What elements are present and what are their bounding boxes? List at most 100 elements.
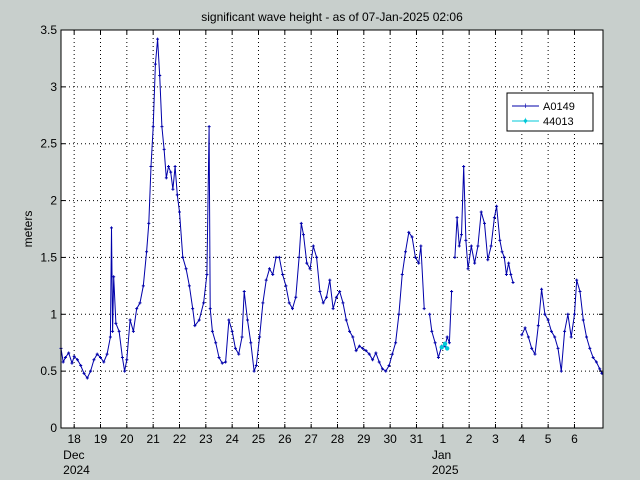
data-point [131, 329, 135, 333]
data-point [177, 210, 181, 214]
data-point [598, 367, 602, 371]
data-point [63, 355, 67, 359]
data-point [114, 321, 118, 325]
data-point [274, 255, 278, 259]
data-point [445, 335, 449, 339]
data-point [242, 290, 246, 294]
x-tick-label: 28 [331, 432, 345, 446]
data-point [422, 307, 426, 311]
data-point [453, 255, 457, 259]
data-point [197, 318, 201, 322]
data-point [495, 204, 499, 208]
data-point [387, 363, 391, 367]
data-point [184, 267, 188, 271]
data-point [112, 275, 116, 279]
data-point [374, 351, 378, 355]
x-tick-label: 27 [304, 432, 318, 446]
data-point [419, 244, 423, 248]
data-point [258, 335, 262, 339]
data-point [75, 358, 79, 362]
data-point [511, 280, 515, 284]
data-point [214, 341, 218, 345]
data-point [175, 193, 179, 197]
data-point [315, 255, 319, 259]
legend-box [506, 92, 594, 132]
plot-background [61, 30, 603, 428]
data-point [578, 290, 582, 294]
y-tick-label: 2 [50, 194, 57, 208]
data-point [442, 341, 448, 347]
data-point [394, 341, 398, 345]
data-point [79, 363, 83, 367]
data-point [464, 238, 468, 242]
data-point [556, 346, 560, 350]
data-point [507, 261, 511, 265]
data-point [457, 244, 461, 248]
data-point [284, 284, 288, 288]
x-tick-label: 22 [173, 432, 187, 446]
x-axis: 18 19 20 21 22 23 24 25 26 27 28 29 30 31 1 2 3 4 5 6Dec202… [63, 30, 578, 477]
data-point [151, 125, 155, 129]
data-point [384, 369, 388, 373]
data-point [160, 125, 164, 129]
data-point [149, 164, 153, 168]
data-point [348, 329, 352, 333]
data-point [433, 341, 437, 345]
legend-marker-a0149: + [523, 101, 528, 111]
data-point [82, 371, 86, 375]
x-tick-label: 25 [252, 432, 266, 446]
data-point [299, 221, 303, 225]
data-point [450, 290, 454, 294]
data-point [404, 250, 408, 254]
data-point [585, 335, 589, 339]
data-point [563, 329, 567, 333]
series-line [521, 280, 603, 374]
data-point [308, 267, 312, 271]
data-point [264, 278, 268, 282]
data-point [205, 272, 209, 276]
x-tick-label: 20 [120, 432, 134, 446]
series-group [59, 37, 604, 380]
data-point [191, 307, 195, 311]
data-point [498, 238, 502, 242]
data-point [321, 301, 325, 305]
data-point [138, 301, 142, 305]
y-tick-label: 3 [50, 80, 57, 94]
data-point [447, 341, 451, 345]
x-tick-label: 23 [199, 432, 213, 446]
chart-title: significant wave height - as of 07-Jan-2… [201, 10, 463, 24]
data-point [367, 352, 371, 356]
data-point [105, 352, 109, 356]
x-tick-label: 5 [545, 432, 552, 446]
data-point [158, 73, 162, 77]
data-point [125, 358, 129, 362]
data-point [117, 329, 121, 333]
data-point [338, 290, 342, 294]
data-point [301, 233, 305, 237]
data-point [281, 272, 285, 276]
data-point [566, 312, 570, 316]
x-tick-label: 21 [146, 432, 160, 446]
data-point [344, 318, 348, 322]
data-point [67, 351, 71, 355]
y-tick-label: 1.5 [40, 250, 57, 264]
data-point [181, 255, 185, 259]
y-axis: 0 0.5 1 1.5 2 2.5 3 3.5 [40, 23, 603, 435]
data-point [162, 147, 166, 151]
x-tick-label: 1 [439, 432, 446, 446]
data-point [400, 272, 404, 276]
data-point [594, 360, 598, 364]
x-year-label: 2025 [432, 463, 459, 477]
data-point [227, 318, 231, 322]
data-point [294, 295, 298, 299]
data-point [267, 267, 271, 271]
data-point [536, 324, 540, 328]
data-point [509, 272, 513, 276]
y-tick-label: 0 [50, 421, 57, 435]
data-point [111, 329, 115, 333]
data-point [575, 278, 579, 282]
data-point [237, 352, 241, 356]
legend-label-44013: 44013 [543, 116, 574, 128]
legend-marker-44013: ✦ [521, 117, 529, 128]
y-tick-label: 2.5 [40, 137, 57, 151]
